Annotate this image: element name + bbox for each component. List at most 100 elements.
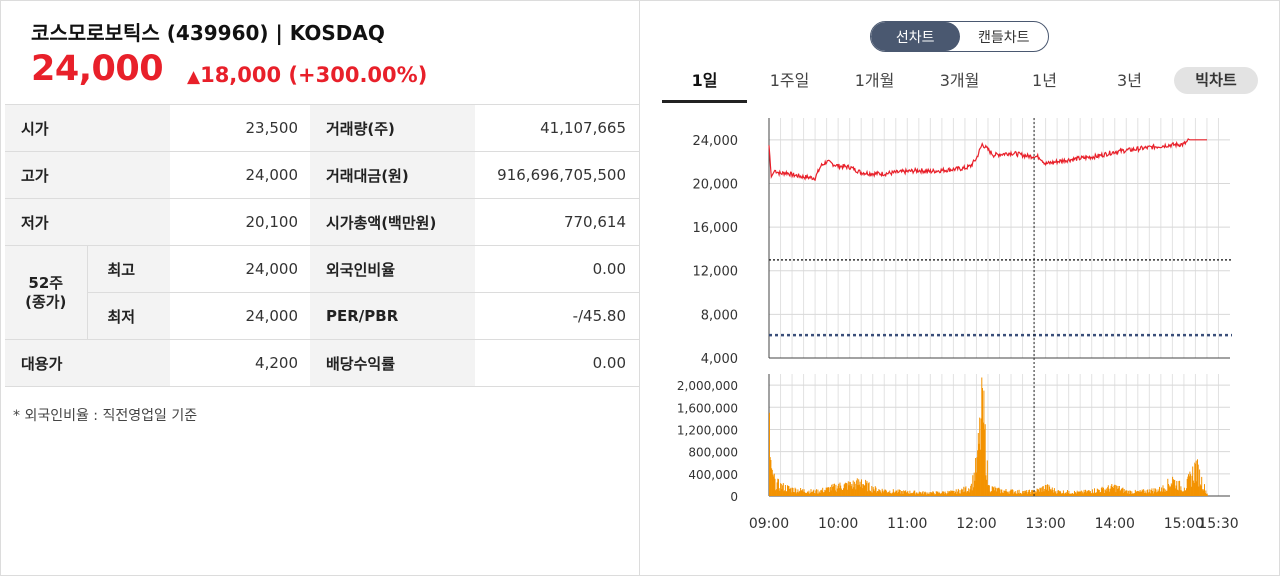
volume-bar	[919, 491, 921, 496]
volume-bar	[796, 493, 797, 496]
quote-summary-panel: 코스모로보틱스 (439960) | KOSDAQ 24,000 ▲18,000…	[1, 1, 640, 575]
volume-bar	[1167, 478, 1169, 496]
volume-bar	[1183, 487, 1185, 496]
volume-bar	[912, 493, 914, 496]
volume-bar	[1204, 493, 1206, 496]
line-chart-button[interactable]: 선차트	[871, 22, 960, 51]
volume-bar	[978, 443, 980, 496]
volume-bar	[1177, 489, 1178, 496]
volume-bar	[992, 486, 994, 496]
volume-bar	[1103, 493, 1105, 496]
volume-bar	[781, 489, 783, 496]
volume-bar	[776, 482, 778, 496]
volume-bar	[1161, 487, 1163, 496]
volume-bar	[808, 490, 810, 496]
volume-bar	[828, 487, 830, 496]
volume-bar	[1182, 491, 1184, 496]
volume-bar	[960, 490, 962, 496]
volume-bar	[1129, 490, 1131, 496]
volume-bar	[1193, 482, 1195, 496]
row-label: 시가	[5, 104, 170, 152]
volume-bar	[803, 489, 805, 496]
volume-bars	[769, 377, 1208, 496]
volume-bar	[940, 493, 942, 496]
volume-bar	[1065, 493, 1067, 496]
big-chart-button[interactable]: 빅차트	[1174, 67, 1258, 94]
volume-bar	[1022, 491, 1024, 496]
volume-bar	[913, 490, 915, 496]
volume-bar	[955, 489, 957, 496]
volume-bar	[769, 457, 771, 496]
volume-bar	[800, 490, 802, 496]
volume-bar	[1187, 476, 1189, 496]
volume-bar	[1034, 492, 1036, 496]
volume-bar	[973, 472, 975, 496]
volume-bar	[918, 492, 920, 496]
tab-1day[interactable]: 1일	[662, 63, 747, 103]
volume-bar	[827, 487, 829, 496]
volume-bar	[998, 487, 1000, 496]
time-xtick-label: 10:00	[818, 516, 858, 532]
volume-bar	[796, 492, 798, 496]
tab-1month[interactable]: 1개월	[854, 71, 895, 90]
volume-bar	[1170, 486, 1172, 496]
volume-bar	[773, 473, 775, 496]
volume-bar	[769, 412, 770, 496]
volume-bar	[1053, 492, 1055, 496]
volume-bar	[987, 485, 989, 496]
volume-bar	[908, 493, 909, 496]
volume-bar	[1060, 491, 1062, 496]
volume-bar	[952, 491, 954, 496]
tab-3month[interactable]: 3개월	[939, 71, 980, 90]
volume-bar	[1031, 490, 1033, 496]
volume-bar	[1017, 490, 1019, 496]
intraday-chart[interactable]: 24,000 20,000 16,000 12,000 8,000 4,000 2,000,…	[641, 1, 1279, 575]
volume-bar	[1190, 474, 1192, 496]
volume-bar	[915, 492, 917, 496]
volume-bar	[1091, 489, 1093, 496]
volume-bar	[821, 490, 823, 496]
volume-bar	[969, 489, 971, 496]
volume-bar	[1168, 484, 1169, 496]
volume-bar	[1195, 464, 1196, 496]
volume-bar	[957, 488, 959, 496]
row-value: 0.00	[475, 245, 640, 293]
tab-1year[interactable]: 1년	[1032, 71, 1057, 90]
volume-bar	[1008, 491, 1010, 496]
volume-bar	[864, 485, 866, 496]
volume-bar	[924, 491, 926, 496]
volume-bar	[1079, 491, 1081, 496]
volume-bar	[817, 489, 819, 496]
volume-bar	[831, 487, 833, 496]
volume-bar	[985, 475, 987, 496]
volume-bar	[1067, 490, 1068, 496]
volume-bar	[843, 484, 845, 496]
volume-bar	[1052, 490, 1054, 496]
volume-bar	[993, 490, 995, 496]
volume-bar	[1178, 481, 1180, 496]
stock-name-title: 코스모로보틱스 (439960) | KOSDAQ	[31, 21, 385, 45]
volume-bar	[932, 491, 934, 496]
volume-bar	[989, 491, 991, 496]
tab-1week[interactable]: 1주일	[769, 71, 810, 90]
tab-3year[interactable]: 3년	[1117, 71, 1142, 90]
volume-bar	[820, 490, 822, 496]
volume-bar	[840, 485, 842, 496]
volume-bar	[894, 491, 896, 496]
volume-bar	[1169, 487, 1171, 496]
volume-ytick-label: 2,000,000	[677, 379, 738, 393]
volume-bar	[1006, 491, 1008, 496]
candle-chart-button[interactable]: 캔들차트	[977, 29, 1030, 46]
volume-bar	[789, 489, 791, 496]
volume-bar	[779, 490, 781, 496]
volume-bar	[858, 479, 860, 496]
volume-bar	[1028, 490, 1030, 496]
volume-bar	[800, 488, 802, 496]
volume-bar	[854, 481, 856, 496]
table-row: 최저 24,000 PER/PBR -/45.80	[5, 292, 640, 340]
volume-bar	[1030, 494, 1032, 496]
volume-bar	[835, 484, 837, 496]
volume-bar	[914, 490, 916, 496]
volume-bar	[1037, 489, 1039, 496]
volume-bar	[958, 490, 960, 496]
